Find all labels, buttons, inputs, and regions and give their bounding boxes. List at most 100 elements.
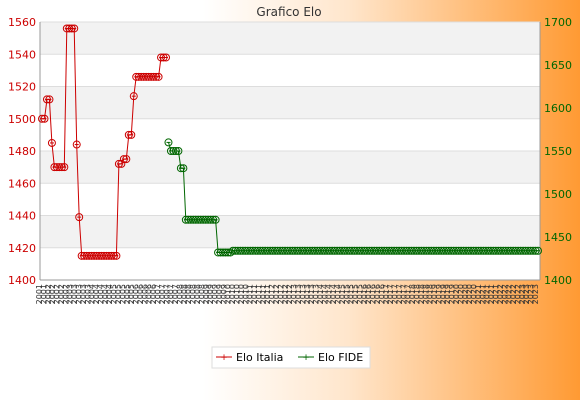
y-left-tick-label: 1540	[8, 48, 36, 61]
x-tick-label: 2018	[421, 284, 430, 304]
x-tick-label: 2016	[364, 284, 373, 304]
x-tick-label: 2020	[452, 284, 461, 304]
x-tick-label: 2020	[465, 284, 474, 304]
x-tick-label: 2011	[246, 284, 255, 304]
legend-box	[211, 346, 371, 369]
data-point	[164, 138, 173, 147]
y-right-tick-label: 1550	[544, 145, 572, 158]
x-tick-label: 2023	[527, 284, 536, 304]
x-tick-label: 2004	[92, 284, 101, 304]
x-tick-label: 2012	[285, 284, 294, 304]
x-tick-label: 2006	[149, 284, 158, 304]
data-point	[534, 246, 542, 255]
x-tick-label: 2022	[505, 284, 514, 304]
x-tick-label: 2003	[79, 284, 88, 304]
x-tick-label: 2007	[154, 284, 163, 304]
x-tick-label: 2017	[391, 284, 400, 304]
plot-band	[40, 151, 540, 184]
y-axis-right: 1400 1450 1500 1550 1600 1650 1700	[539, 16, 572, 287]
y-right-tick-label: 1400	[544, 274, 572, 287]
plot-band	[40, 215, 540, 248]
plot-band	[40, 22, 540, 55]
y-right-tick-label: 1600	[544, 102, 572, 115]
x-tick-label: 2009	[215, 284, 224, 304]
x-tick-label: 2014	[333, 284, 342, 304]
data-point	[127, 130, 136, 139]
x-tick-label: 2013	[298, 284, 307, 304]
data-point	[226, 248, 235, 257]
x-tick-label: 2010	[224, 284, 233, 304]
x-tick-label: 2003	[75, 284, 84, 304]
x-tick-label: 2020	[470, 284, 479, 304]
y-left-tick-label: 1480	[8, 145, 36, 158]
x-tick-label: 2005	[110, 284, 119, 304]
y-right-tick-label: 1700	[544, 16, 572, 29]
y-left-tick-label: 1560	[8, 16, 36, 29]
x-tick-label: 2002	[44, 284, 53, 304]
x-tick-label: 2006	[145, 284, 154, 304]
x-tick-label: 2021	[474, 284, 483, 304]
data-point	[45, 95, 54, 104]
x-tick-label: 2018	[408, 284, 417, 304]
x-tick-label: 2018	[417, 284, 426, 304]
x-tick-label: 2021	[491, 284, 500, 304]
data-point	[70, 24, 79, 33]
x-tick-label: 2016	[373, 284, 382, 304]
data-point	[154, 72, 163, 81]
x-tick-label: 2011	[259, 284, 268, 304]
x-tick-label: 2011	[263, 284, 272, 304]
data-point	[117, 159, 126, 168]
legend-marker-elo-italia: +	[220, 353, 228, 363]
y-right-tick-label: 1450	[544, 231, 572, 244]
x-tick-label: 2009	[211, 284, 220, 304]
x-tick-label: 2017	[395, 284, 404, 304]
x-tick-label: 2012	[272, 284, 281, 304]
y-left-tick-label: 1500	[8, 113, 36, 126]
x-tick-label: 2007	[171, 284, 180, 304]
x-tick-label: 2016	[360, 284, 369, 304]
x-tick-label: 2005	[114, 284, 123, 304]
data-point	[47, 138, 56, 147]
data-point	[40, 114, 49, 123]
legend-label-elo-italia: Elo Italia	[236, 351, 283, 364]
x-tick-label: 2008	[184, 284, 193, 304]
data-point	[129, 92, 138, 101]
x-tick-label: 2017	[382, 284, 391, 304]
legend-marker-elo-fide: +	[302, 353, 310, 363]
x-tick-label: 2014	[320, 284, 329, 304]
x-tick-label: 2002	[48, 284, 57, 304]
x-tick-label: 2021	[487, 284, 496, 304]
y-left-tick-label: 1400	[8, 274, 36, 287]
x-tick-label: 2007	[158, 284, 167, 304]
data-point	[72, 140, 81, 149]
x-tick-label: 2006	[140, 284, 149, 304]
data-point	[174, 147, 183, 155]
y-left-tick-label: 1440	[8, 210, 36, 223]
legend-label-elo-fide: Elo FIDE	[318, 351, 363, 364]
x-tick-label: 2009	[206, 284, 215, 304]
x-tick-label: 2004	[101, 284, 110, 304]
x-tick-label: 2005	[127, 284, 136, 304]
x-tick-label: 2004	[88, 284, 97, 304]
x-tick-label: 2022	[496, 284, 505, 304]
x-tick-label: 2021	[483, 284, 492, 304]
x-tick-label: 2012	[276, 284, 285, 304]
x-tick-label: 2011	[254, 284, 263, 304]
x-tick-label: 2019	[434, 284, 443, 304]
x-tick-label: 2003	[66, 284, 75, 304]
x-tick-label: 2023	[531, 284, 540, 304]
y-right-tick-label: 1500	[544, 188, 572, 201]
x-tick-label: 2013	[290, 284, 299, 304]
data-point	[211, 215, 220, 224]
x-tick-label: 2010	[233, 284, 242, 304]
plot-band	[40, 86, 540, 119]
x-tick-label: 2009	[219, 284, 228, 304]
x-tick-label: 2006	[136, 284, 145, 304]
x-tick-label: 2007	[162, 284, 171, 304]
x-tick-label: 2015	[338, 284, 347, 304]
x-axis: 2001200120022002200220022002200320032003…	[35, 279, 540, 304]
x-tick-label: 2004	[105, 284, 114, 304]
x-tick-label: 2010	[237, 284, 246, 304]
x-tick-label: 2013	[312, 284, 321, 304]
y-axis-left: 1400 1420 1440 1460 1480 1500 1520 1540 1560	[8, 16, 41, 287]
